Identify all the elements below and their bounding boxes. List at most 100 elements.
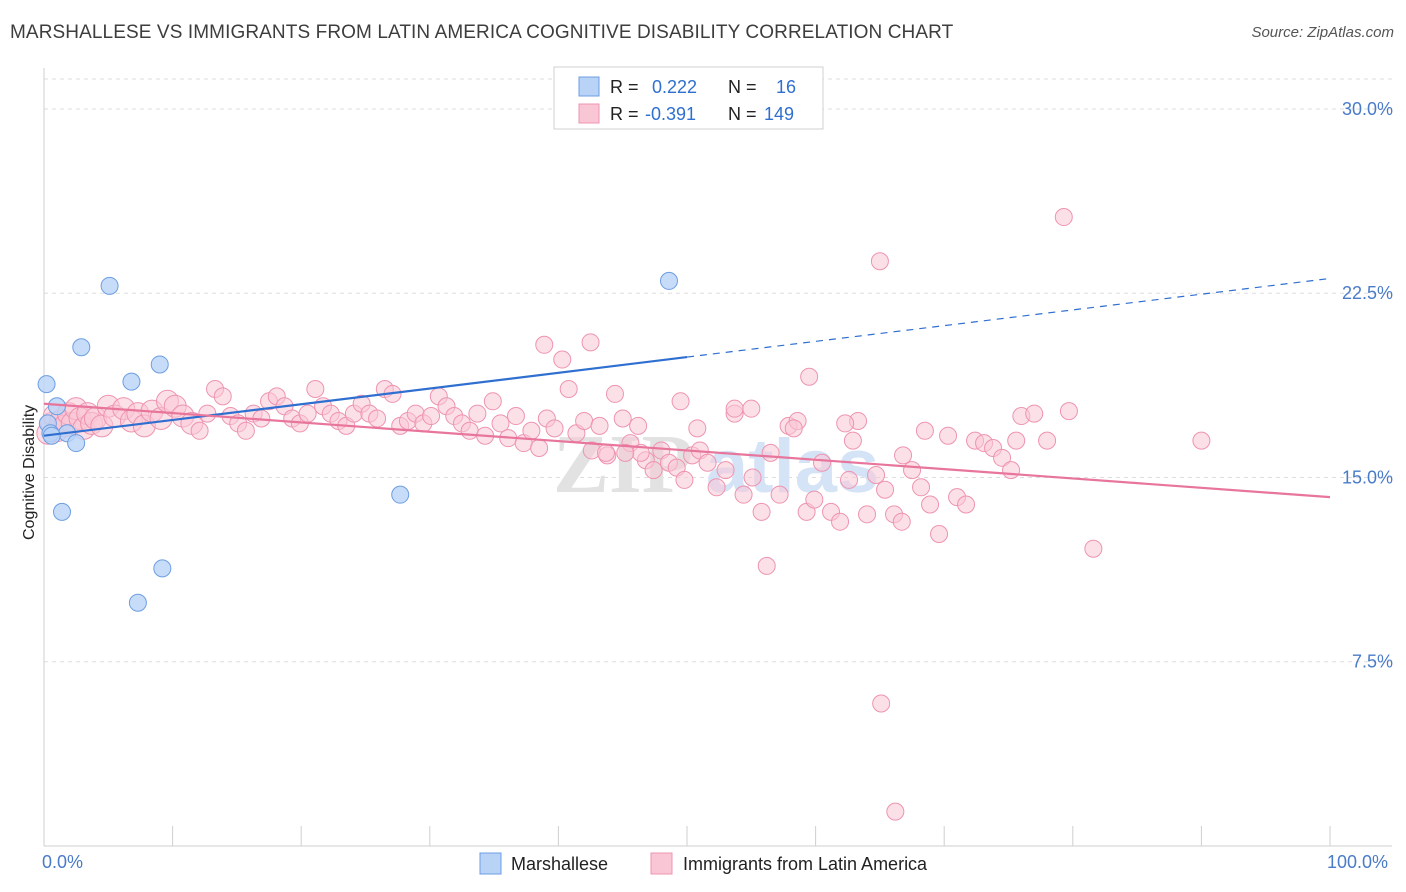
immigrants-point bbox=[886, 802, 905, 821]
immigrants-point bbox=[836, 414, 855, 433]
immigrants-point bbox=[813, 453, 832, 472]
immigrants-point bbox=[1038, 431, 1057, 450]
immigrants-point bbox=[613, 409, 632, 428]
immigrants-point bbox=[213, 387, 232, 406]
marshallese-trend-extension bbox=[686, 277, 1331, 358]
trend-lines bbox=[43, 277, 1331, 499]
immigrants-point bbox=[757, 556, 776, 575]
x-tick-label-100: 100.0% bbox=[1327, 852, 1388, 872]
marshallese-trend-line bbox=[43, 355, 688, 437]
immigrants-point bbox=[742, 399, 761, 418]
immigrants-point bbox=[805, 490, 824, 509]
immigrants-point bbox=[616, 443, 635, 462]
immigrants-point bbox=[671, 392, 690, 411]
immigrants-point bbox=[707, 478, 726, 497]
immigrants-point bbox=[698, 453, 717, 472]
bottom-legend-swatch-blue bbox=[479, 852, 502, 875]
x-axis-ticks bbox=[172, 826, 1331, 846]
immigrants-point bbox=[930, 524, 949, 543]
immigrants-point bbox=[770, 485, 789, 504]
immigrants-point bbox=[535, 335, 554, 354]
immigrants-point bbox=[422, 407, 441, 426]
marshallese-point bbox=[659, 271, 678, 290]
immigrants-point bbox=[236, 421, 255, 440]
legend: R = 0.222 N = 16 R = -0.391 N = 149 bbox=[553, 66, 824, 130]
legend-r-value-2: -0.391 bbox=[645, 104, 696, 124]
immigrants-point bbox=[590, 416, 609, 435]
legend-r-value-1: 0.222 bbox=[652, 77, 697, 97]
marshallese-point bbox=[37, 375, 56, 394]
legend-n-value-2: 149 bbox=[764, 104, 794, 124]
immigrants-point bbox=[483, 392, 502, 411]
immigrants-point bbox=[1084, 539, 1103, 558]
marshallese-point bbox=[150, 355, 169, 374]
immigrants-point bbox=[1054, 208, 1073, 227]
immigrants-point bbox=[605, 384, 624, 403]
marshallese-point bbox=[122, 372, 141, 391]
marshallese-point bbox=[67, 434, 86, 453]
immigrants-point bbox=[545, 419, 564, 438]
y-tick-label-0: 7.5% bbox=[1352, 652, 1393, 672]
bottom-legend-swatch-pink bbox=[650, 852, 673, 875]
y-axis-title: Cognitive Disability bbox=[21, 405, 38, 540]
immigrants-point bbox=[915, 421, 934, 440]
immigrants-point bbox=[752, 502, 771, 521]
y-tick-label-2: 22.5% bbox=[1342, 283, 1393, 303]
immigrants-point bbox=[581, 333, 600, 352]
immigrants-point bbox=[575, 411, 594, 430]
immigrants-point bbox=[876, 480, 895, 499]
marshallese-point bbox=[128, 593, 147, 612]
series-immigrants-points bbox=[36, 208, 1211, 821]
immigrants-point bbox=[831, 512, 850, 531]
bottom-legend-label-immigrants: Immigrants from Latin America bbox=[683, 854, 928, 874]
immigrants-point bbox=[1059, 402, 1078, 421]
legend-swatch-blue bbox=[578, 76, 600, 97]
source-label: Source: ZipAtlas.com bbox=[1251, 24, 1394, 41]
immigrants-point bbox=[894, 446, 913, 465]
marshallese-point bbox=[53, 502, 72, 521]
marshallese-point bbox=[72, 338, 91, 357]
legend-r-label-1: R = bbox=[610, 77, 639, 97]
immigrants-point bbox=[491, 414, 510, 433]
legend-r-label-2: R = bbox=[610, 104, 639, 124]
immigrants-point bbox=[1002, 461, 1021, 480]
immigrants-point bbox=[734, 485, 753, 504]
immigrants-point bbox=[629, 416, 648, 435]
immigrants-point bbox=[858, 505, 877, 524]
immigrants-point bbox=[644, 461, 663, 480]
immigrants-point bbox=[1007, 431, 1026, 450]
series-marshallese-points bbox=[37, 271, 678, 612]
immigrants-trend-line bbox=[43, 402, 1331, 499]
immigrants-point bbox=[870, 252, 889, 271]
immigrants-point bbox=[522, 421, 541, 440]
bottom-legend: Marshallese Immigrants from Latin Americ… bbox=[479, 852, 928, 875]
immigrants-point bbox=[892, 512, 911, 531]
immigrants-point bbox=[912, 478, 931, 497]
marshallese-point bbox=[100, 276, 119, 295]
y-tick-label-3: 30.0% bbox=[1342, 99, 1393, 119]
immigrants-point bbox=[743, 468, 762, 487]
immigrants-point bbox=[468, 404, 487, 423]
immigrants-point bbox=[921, 495, 940, 514]
immigrants-point bbox=[530, 438, 549, 457]
immigrants-point bbox=[939, 426, 958, 445]
x-tick-label-0: 0.0% bbox=[42, 852, 83, 872]
y-tick-label-1: 15.0% bbox=[1342, 467, 1393, 487]
immigrants-point bbox=[761, 443, 780, 462]
immigrants-point bbox=[867, 466, 886, 485]
chart-title: MARSHALLESE VS IMMIGRANTS FROM LATIN AME… bbox=[10, 22, 954, 43]
marshallese-point bbox=[153, 559, 172, 578]
immigrants-point bbox=[725, 399, 744, 418]
immigrants-point bbox=[993, 448, 1012, 467]
immigrants-point bbox=[957, 495, 976, 514]
marshallese-point bbox=[391, 485, 410, 504]
immigrants-point bbox=[298, 404, 317, 423]
immigrants-point bbox=[688, 419, 707, 438]
immigrants-point bbox=[716, 461, 735, 480]
legend-n-label-1: N = bbox=[728, 77, 757, 97]
grid-lines bbox=[44, 78, 1392, 663]
immigrants-point bbox=[553, 350, 572, 369]
immigrants-point bbox=[1025, 404, 1044, 423]
y-axis-tick-labels: 7.5% 15.0% 22.5% 30.0% bbox=[1342, 99, 1393, 672]
